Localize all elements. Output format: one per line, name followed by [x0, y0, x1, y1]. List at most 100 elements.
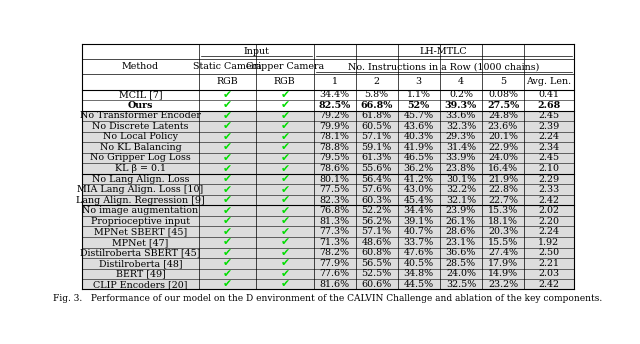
Text: 41.9%: 41.9% — [404, 143, 434, 152]
Text: ✔: ✔ — [280, 121, 289, 131]
Text: 14.9%: 14.9% — [488, 269, 518, 278]
Text: ✔: ✔ — [223, 237, 232, 247]
Text: 61.3%: 61.3% — [362, 153, 392, 162]
Text: 46.5%: 46.5% — [404, 153, 434, 162]
Text: Method: Method — [122, 62, 159, 71]
Text: No Transformer Encoder: No Transformer Encoder — [80, 111, 201, 120]
Text: 43.0%: 43.0% — [404, 185, 434, 194]
Text: 34.4%: 34.4% — [404, 206, 434, 215]
Text: ✔: ✔ — [223, 195, 232, 205]
Text: 66.8%: 66.8% — [360, 101, 393, 110]
Text: ✔: ✔ — [223, 121, 232, 131]
Text: ✔: ✔ — [280, 279, 289, 289]
Text: 30.1%: 30.1% — [446, 174, 476, 184]
Text: 71.3%: 71.3% — [319, 238, 349, 247]
Text: No Lang Align. Loss: No Lang Align. Loss — [92, 174, 189, 184]
Text: 20.1%: 20.1% — [488, 132, 518, 141]
Text: 28.5%: 28.5% — [446, 259, 476, 268]
Text: 15.5%: 15.5% — [488, 238, 518, 247]
Text: Distilroberta SBERT [45]: Distilroberta SBERT [45] — [80, 248, 201, 257]
Text: 82.3%: 82.3% — [319, 196, 349, 205]
Bar — [83, 174, 573, 184]
Text: 20.3%: 20.3% — [488, 227, 518, 236]
Text: 29.3%: 29.3% — [445, 132, 476, 141]
Text: 32.3%: 32.3% — [445, 122, 476, 131]
Text: ✔: ✔ — [223, 227, 232, 237]
Text: 3: 3 — [416, 77, 422, 86]
Text: 57.1%: 57.1% — [362, 227, 392, 236]
Text: 1: 1 — [332, 77, 338, 86]
Bar — [83, 216, 573, 226]
Text: 82.5%: 82.5% — [319, 101, 351, 110]
Text: 77.9%: 77.9% — [319, 259, 349, 268]
Text: 24.0%: 24.0% — [488, 153, 518, 162]
Text: 56.2%: 56.2% — [362, 217, 392, 226]
Text: 2.10: 2.10 — [538, 164, 559, 173]
Text: Distilroberta [48]: Distilroberta [48] — [99, 259, 182, 268]
Text: No Local Policy: No Local Policy — [103, 132, 178, 141]
Text: 77.5%: 77.5% — [319, 185, 349, 194]
Text: 79.2%: 79.2% — [319, 111, 349, 120]
Text: 79.5%: 79.5% — [319, 153, 350, 162]
Text: 81.3%: 81.3% — [319, 217, 349, 226]
Text: ✔: ✔ — [280, 206, 289, 216]
Text: 27.5%: 27.5% — [487, 101, 519, 110]
Text: 24.0%: 24.0% — [446, 269, 476, 278]
Text: 5.8%: 5.8% — [365, 90, 388, 99]
Text: ✔: ✔ — [223, 153, 232, 163]
Text: 32.1%: 32.1% — [446, 196, 476, 205]
Text: 40.7%: 40.7% — [404, 227, 434, 236]
Text: 57.6%: 57.6% — [362, 185, 392, 194]
Text: 21.9%: 21.9% — [488, 174, 518, 184]
Text: 0.2%: 0.2% — [449, 90, 473, 99]
Text: ✔: ✔ — [223, 269, 232, 279]
Text: 44.5%: 44.5% — [404, 280, 434, 289]
Text: 55.6%: 55.6% — [362, 164, 392, 173]
Bar — [83, 153, 573, 163]
Text: 61.8%: 61.8% — [362, 111, 392, 120]
Text: 23.8%: 23.8% — [446, 164, 476, 173]
Text: LH-MTLC: LH-MTLC — [420, 47, 467, 56]
Text: 23.1%: 23.1% — [446, 238, 476, 247]
Text: 56.4%: 56.4% — [362, 174, 392, 184]
Text: 77.3%: 77.3% — [319, 227, 349, 236]
Text: ✔: ✔ — [223, 111, 232, 121]
Bar — [83, 205, 573, 216]
Text: Gripper Camera: Gripper Camera — [246, 62, 324, 71]
Bar — [83, 237, 573, 248]
Text: 34.4%: 34.4% — [319, 90, 349, 99]
Bar — [83, 248, 573, 258]
Text: No KL Balancing: No KL Balancing — [100, 143, 181, 152]
Text: ✔: ✔ — [280, 142, 289, 152]
Text: 41.2%: 41.2% — [404, 174, 434, 184]
Text: ✔: ✔ — [223, 258, 232, 268]
Text: ✔: ✔ — [280, 153, 289, 163]
Bar — [83, 195, 573, 205]
Text: ✔: ✔ — [223, 279, 232, 289]
Text: 39.3%: 39.3% — [445, 101, 477, 110]
Text: Ours: Ours — [128, 101, 154, 110]
Text: ✔: ✔ — [280, 163, 289, 173]
Text: ✔: ✔ — [280, 100, 289, 110]
Text: 16.4%: 16.4% — [488, 164, 518, 173]
Text: 2.20: 2.20 — [538, 217, 559, 226]
Text: 43.6%: 43.6% — [404, 122, 434, 131]
Text: 59.1%: 59.1% — [362, 143, 392, 152]
Text: 4: 4 — [458, 77, 464, 86]
Text: 80.1%: 80.1% — [319, 174, 349, 184]
Text: 78.2%: 78.2% — [319, 248, 349, 257]
Text: No Discrete Latents: No Discrete Latents — [92, 122, 189, 131]
Text: 1.1%: 1.1% — [407, 90, 431, 99]
Text: 45.4%: 45.4% — [404, 196, 434, 205]
Text: 2.29: 2.29 — [538, 174, 559, 184]
Text: 2: 2 — [374, 77, 380, 86]
Text: ✔: ✔ — [223, 163, 232, 173]
Text: 40.3%: 40.3% — [404, 132, 434, 141]
Text: 24.8%: 24.8% — [488, 111, 518, 120]
Text: 33.9%: 33.9% — [445, 153, 476, 162]
Bar — [83, 258, 573, 269]
Text: 2.24: 2.24 — [538, 132, 559, 141]
Bar — [83, 226, 573, 237]
Bar — [83, 163, 573, 174]
Text: 22.7%: 22.7% — [488, 196, 518, 205]
